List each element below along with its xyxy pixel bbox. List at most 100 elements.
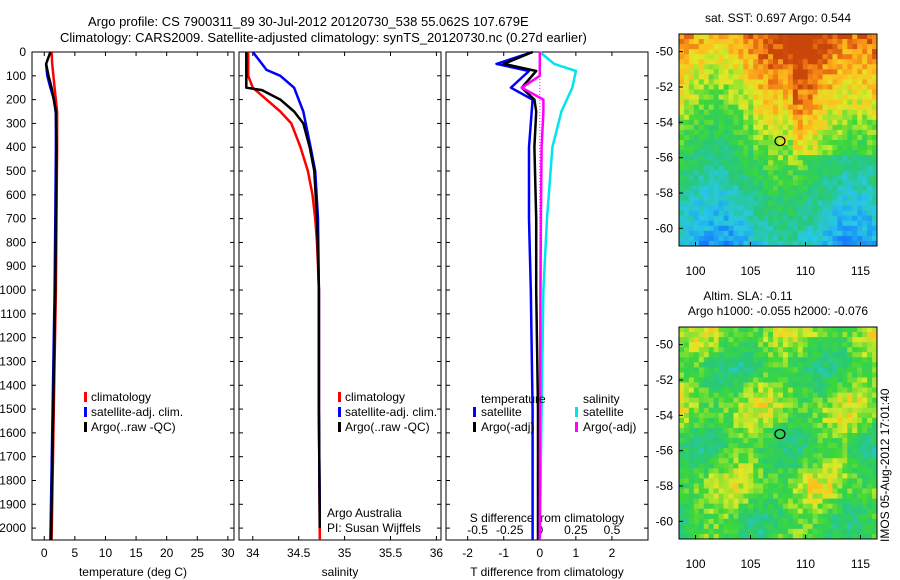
heatmap-cell [817,195,823,201]
heatmap-cell [847,412,853,419]
heatmap-cell [768,483,774,489]
heatmap-cell [728,49,734,55]
heatmap-cell [708,124,715,131]
x-tick-label: 100 [685,557,705,571]
heatmap-cell [703,387,710,394]
heatmap-cell [797,195,804,201]
heatmap-cell [812,235,818,242]
heatmap-cell [817,427,823,434]
heatmap-cell [802,483,809,489]
heatmap-cell [807,129,814,136]
heatmap-cell [822,170,828,176]
heatmap-cell [723,200,729,207]
heatmap-cell [693,468,700,474]
heatmap-cell [698,402,705,409]
heatmap-cell [703,150,710,156]
heatmap-cell [768,79,774,85]
heatmap-cell [768,493,774,500]
heatmap-cell [802,210,809,217]
heatmap-cell [867,427,873,434]
heatmap-cell [693,170,700,176]
heatmap-cell [792,185,799,191]
heatmap-cell [763,377,769,383]
heatmap-cell [847,513,853,520]
heatmap-cell [817,210,823,217]
annotation-text: Argo Australia [327,506,402,520]
depth-tick-label: 1400 [0,378,26,392]
heatmap-cell [728,332,734,338]
heatmap-cell [733,200,739,207]
heatmap-cell [698,44,705,50]
heatmap-cell [763,145,769,151]
heatmap-cell [867,362,873,368]
heatmap-cell [748,407,754,414]
heatmap-cell [768,417,774,424]
heatmap-cell [812,367,818,373]
heatmap-cell [847,114,853,121]
heatmap-cell [753,140,759,146]
heatmap-cell [723,448,729,454]
heatmap-cell [857,483,863,489]
heatmap-cell [857,160,863,166]
heatmap-cell [787,54,794,60]
heatmap-cell [703,79,710,85]
heatmap-cell [713,49,719,55]
heatmap-cell [842,458,848,464]
heatmap-cell [743,145,749,151]
heatmap-cell [723,513,729,520]
heatmap-cell [867,59,873,65]
depth-tick-label: 1300 [0,354,26,368]
heatmap-cell [703,427,710,434]
heatmap-cell [802,205,809,212]
heatmap-cell [797,205,804,212]
heatmap-cell [698,49,705,55]
heatmap-cell [743,367,749,373]
heatmap-cell [758,427,764,434]
heatmap-cell [792,508,799,515]
heatmap-cell [683,518,690,525]
heatmap-cell [778,533,784,540]
heatmap-cell [787,240,794,247]
heatmap-cell [753,473,759,479]
heatmap-cell [832,69,838,75]
heatmap-cell [738,94,744,101]
heatmap-cell [802,478,809,484]
heatmap-cell [688,392,695,399]
heatmap-cell [862,453,868,459]
heatmap-cell [718,155,724,161]
heatmap-cell [733,332,739,338]
heatmap-cell [768,332,774,338]
heatmap-cell [773,160,779,166]
heatmap-cell [688,367,695,373]
heatmap-cell [773,74,779,80]
heatmap-cell [703,185,710,191]
heatmap-cell [743,74,749,80]
heatmap-cell [679,473,685,479]
heatmap-cell [817,327,823,333]
heatmap-cell [698,367,705,373]
x-tick-label: 35.5 [379,546,403,560]
heatmap-cell [802,498,809,505]
heatmap-cell [703,165,710,171]
heatmap-cell [693,225,700,232]
heatmap-cell [693,39,700,45]
heatmap-cell [743,44,749,50]
heatmap-cell [837,518,843,525]
heatmap-cell [768,104,774,111]
heatmap-cell [743,498,749,505]
heatmap-cell [792,372,799,378]
heatmap-cell [773,185,779,191]
heatmap-cell [768,402,774,409]
heatmap-cell [852,503,858,510]
heatmap-cell [748,417,754,424]
heatmap-cell [708,129,715,136]
heatmap-cell [867,478,873,484]
heatmap-cell [683,483,690,489]
heatmap-cell [753,387,759,394]
heatmap-cell [807,119,814,126]
heatmap-cell [723,412,729,419]
heatmap-cell [817,362,823,368]
heatmap-cell [827,44,833,50]
heatmap-cell [872,119,878,126]
heatmap-cell [872,165,878,171]
